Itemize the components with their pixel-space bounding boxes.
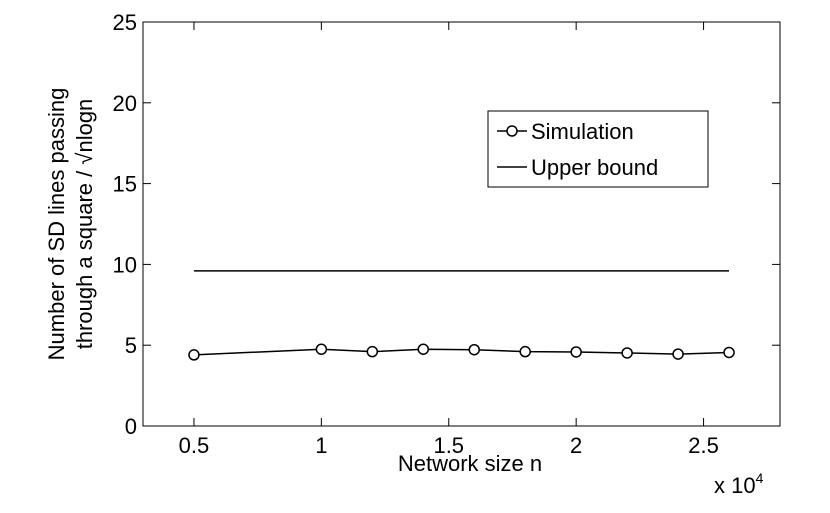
x-tick-label: 1.5 xyxy=(433,433,464,458)
x-tick-label: 2.5 xyxy=(688,433,719,458)
plot-area xyxy=(142,21,781,427)
x-axis-multiplier: x 104 xyxy=(714,470,764,498)
x-tick-label: 0.5 xyxy=(179,433,210,458)
series-line-simulation xyxy=(193,348,730,356)
data-point-simulation xyxy=(621,347,633,359)
legend: Simulation Upper bound xyxy=(487,110,709,188)
data-point-simulation xyxy=(570,346,582,358)
legend-simulation-label: Simulation xyxy=(531,119,634,144)
y-tick-label: 15 xyxy=(113,172,137,197)
series-layer xyxy=(188,270,735,361)
y-tick-label: 0 xyxy=(125,414,137,439)
axis-ticks: 0.5 1 1.5 2 2.5 0 5 10 15 20 25 xyxy=(113,10,780,458)
y-tick-label: 20 xyxy=(113,91,137,116)
y-tick-label: 10 xyxy=(113,252,137,277)
data-point-simulation xyxy=(366,345,379,358)
x-axis-label: Network size n xyxy=(398,451,542,476)
x-axis-multiplier-exponent: 4 xyxy=(756,470,764,486)
data-point-simulation xyxy=(188,349,200,361)
legend-simulation-marker xyxy=(506,125,518,137)
x-axis-multiplier-base: x 10 xyxy=(714,473,756,498)
x-tick-label: 2 xyxy=(570,433,582,458)
data-point-simulation xyxy=(315,343,328,355)
legend-upper-bound-label: Upper bound xyxy=(531,155,658,180)
y-tick-label: 5 xyxy=(125,333,137,358)
y-axis-label-line1: Number of SD lines passing xyxy=(44,88,69,361)
y-tick-label: 25 xyxy=(113,10,137,35)
legend-box xyxy=(487,110,709,188)
data-point-simulation xyxy=(723,346,735,359)
data-point-simulation xyxy=(519,345,531,358)
data-point-simulation xyxy=(417,343,430,355)
x-tick-label: 1 xyxy=(315,433,327,458)
y-axis-label-line2: through a square / √nlogn xyxy=(72,99,97,350)
data-point-simulation xyxy=(672,348,684,360)
data-point-simulation xyxy=(468,343,480,356)
